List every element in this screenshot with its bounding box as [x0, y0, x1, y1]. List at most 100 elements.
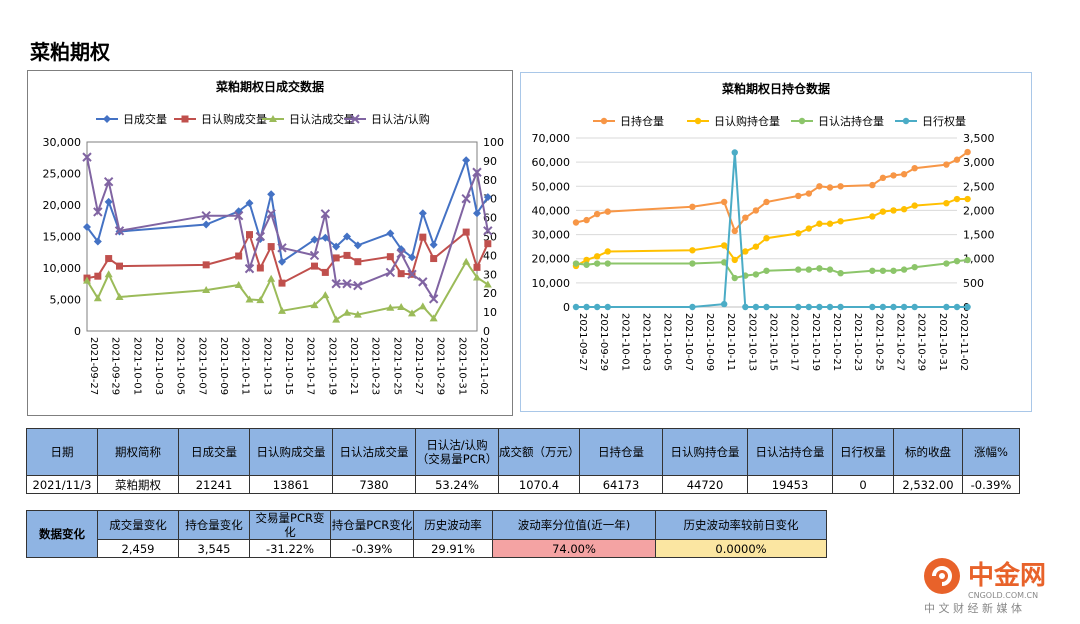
series-2-point [953, 257, 961, 265]
series-3-point [752, 303, 760, 311]
series-1-point [332, 254, 340, 262]
daily-summary-table: 日期 期权简称 日成交量 日认购成交量 日认沽成交量 日认沽/认购（交易量PCR） 成交额（… [26, 428, 1020, 494]
series-3-point [826, 303, 834, 311]
y-right-tick-label: 3,000 [963, 156, 995, 169]
y-left-tick-label: 5,000 [50, 294, 82, 307]
x-tick-label: 2021-10-07 [196, 337, 207, 395]
legend-marker-2 [269, 115, 277, 122]
table2-value-cell: -0.39% [330, 539, 414, 558]
plot-frame [86, 141, 478, 332]
legend-marker-1 [694, 117, 702, 125]
series-1-point [911, 202, 918, 209]
series-1-point [94, 272, 102, 280]
series-3-point [731, 149, 738, 156]
table1-header-cell: 日认沽持仓量 [747, 428, 833, 476]
x-tick-label: 2021-10-29 [435, 337, 446, 395]
y-right-tick-label: 80 [483, 174, 497, 187]
table1-header-cell: 日期 [26, 428, 98, 476]
series-3-point [720, 300, 728, 308]
series-3-point [900, 303, 908, 311]
series-0-point [267, 190, 276, 199]
table2-value-cell: -31.22% [249, 539, 331, 558]
y-left-tick-label: 60,000 [532, 156, 571, 169]
table1-value-cell: 21241 [178, 475, 250, 494]
chart-title: 菜粕期权日成交数据 [215, 79, 324, 94]
table2-value-cell: 74.00% [492, 539, 656, 558]
series-3-point [103, 176, 114, 187]
series-0-point [473, 209, 481, 218]
legend-label-0: 日成交量 [123, 112, 167, 126]
series-2-point [752, 271, 760, 278]
cngold-logo: 中金网 CNGOLD.COM.CN 中 文 财 经 新 媒 体 [924, 558, 1046, 615]
series-1-point [805, 225, 813, 232]
series-0-point [429, 240, 438, 249]
series-3-point [572, 303, 580, 311]
series-3-point [911, 303, 918, 311]
series-line-0 [575, 151, 969, 233]
series-0-point [418, 209, 427, 218]
x-tick-label: 2021-09-27 [577, 313, 588, 371]
y-left-tick-label: 70,000 [532, 132, 571, 145]
y-right-tick-label: 3,500 [963, 132, 995, 145]
series-1-point [202, 261, 210, 269]
series-0-point [763, 198, 770, 206]
series-2-point [93, 294, 102, 302]
table2-value-cell: 3,545 [178, 539, 250, 558]
y-left-tick-label: 30,000 [43, 136, 82, 149]
series-2-point [826, 266, 834, 273]
y-left-tick-label: 20,000 [532, 253, 571, 266]
series-1-point [593, 253, 601, 260]
series-0-point [310, 235, 319, 244]
table1-header-cell: 日持仓量 [579, 428, 663, 476]
table2-header-cell: 历史波动率较前日变化 [655, 510, 827, 540]
series-3-point [604, 303, 611, 311]
series-2-point [483, 280, 492, 288]
x-tick-label: 2021-10-19 [810, 313, 821, 371]
legend-marker-0 [103, 115, 111, 123]
series-1-point [311, 262, 318, 270]
x-tick-label: 2021-10-07 [683, 313, 694, 371]
page-title: 菜粕期权 [30, 40, 110, 64]
series-2-point [795, 266, 802, 273]
legend-marker-3 [350, 114, 360, 124]
series-1-point [473, 263, 481, 271]
series-line-2 [575, 259, 968, 280]
series-1-point [321, 268, 329, 276]
x-tick-label: 2021-10-15 [768, 313, 779, 371]
series-3-point [953, 303, 961, 311]
series-0-point [816, 183, 823, 190]
table1-value-cell: 64173 [579, 475, 663, 494]
series-3-point [385, 267, 396, 278]
x-tick-label: 2021-10-01 [619, 313, 630, 371]
series-1-point [900, 206, 908, 213]
series-2-point [593, 260, 601, 267]
series-2-point [397, 303, 406, 311]
series-2-point [816, 265, 823, 272]
series-0-point [408, 253, 416, 262]
series-1-point [890, 207, 897, 214]
series-1-point [462, 228, 470, 236]
series-3-point [689, 303, 696, 311]
table2-header-cell: 持仓量变化 [178, 510, 250, 540]
change-summary-table: 数据变化 成交量变化 持仓量变化 交易量PCR变化 持仓量PCR变化 历史波动率 波动率分… [26, 510, 827, 558]
table2-header-cell: 历史波动率 [413, 510, 493, 540]
x-tick-label: 2021-11-02 [958, 313, 969, 371]
series-3-point [461, 193, 471, 204]
series-1-point [943, 199, 950, 207]
series-2-point [911, 263, 918, 271]
series-3-point [255, 231, 266, 242]
table1-value-cell: 53.24% [415, 475, 499, 494]
y-left-tick-label: 10,000 [532, 277, 571, 290]
series-3-point [353, 280, 363, 291]
table1-value-cell: 2021/11/3 [26, 475, 98, 494]
series-0-point [752, 207, 760, 214]
table1-value-cell: 菜粕期权 [97, 475, 179, 494]
series-2-point [343, 308, 351, 316]
series-1-point [116, 262, 123, 270]
series-2-point [386, 303, 395, 311]
x-tick-label: 2021-10-25 [873, 313, 884, 371]
table1-header-cell: 标的收盘 [893, 428, 963, 476]
watermark-sub: CNGOLD.COM.CN [968, 591, 1038, 600]
series-2-point [900, 266, 908, 273]
